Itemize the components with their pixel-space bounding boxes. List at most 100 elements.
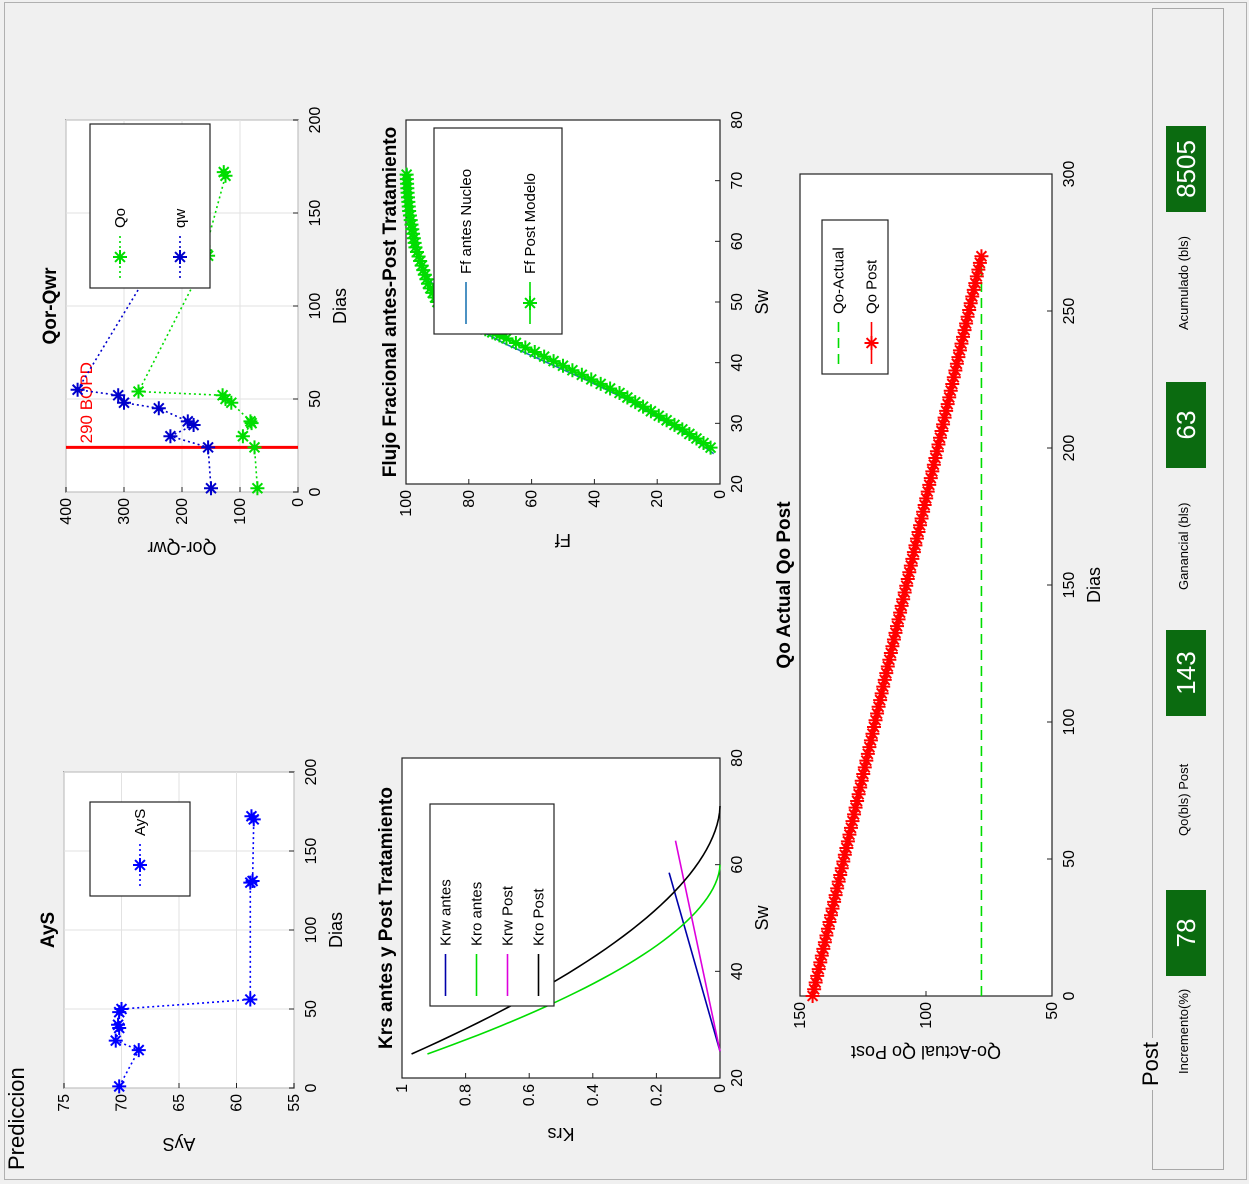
data-point-4-1-58 — [894, 598, 909, 613]
data-point-4-1-66 — [906, 545, 921, 560]
data-point-3-1-16 — [574, 367, 589, 382]
legend-label-3-1: Ff Post Modelo — [522, 173, 539, 274]
chart-title-0: AyS — [38, 912, 59, 948]
data-point-1-1-5 — [151, 401, 166, 416]
data-point-3-1-38 — [425, 285, 440, 300]
data-point-3-1-8 — [643, 404, 658, 419]
data-point-0-0-2 — [108, 1033, 123, 1048]
data-point-4-1-86 — [937, 410, 952, 425]
data-point-4-1-30 — [851, 787, 866, 802]
data-point-4-1-14 — [827, 894, 842, 909]
data-point-3-1-45 — [413, 254, 428, 269]
data-point-3-1-47 — [409, 244, 424, 259]
data-point-4-1-22 — [839, 841, 854, 856]
data-point-4-1-71 — [914, 511, 929, 526]
data-point-4-1-23 — [840, 834, 855, 849]
data-point-4-1-21 — [837, 847, 852, 862]
y-tick-label-3-0: 0 — [712, 490, 729, 499]
data-point-0-0-0 — [112, 1079, 127, 1094]
legend-label-2-3: Kro Post — [531, 888, 548, 946]
legend-label-2-0: Krw antes — [438, 879, 455, 946]
data-point-4-1-106 — [968, 276, 983, 291]
data-point-3-1-44 — [414, 258, 429, 273]
data-point-3-1-22 — [518, 340, 533, 355]
x-tick-label-4-6: 300 — [1061, 161, 1078, 188]
data-point-4-1-91 — [945, 376, 960, 391]
legend-marker-3-1 — [523, 296, 537, 310]
data-point-4-1-13 — [825, 901, 840, 916]
data-point-1-1-7 — [111, 388, 126, 403]
data-point-3-1-21 — [527, 345, 542, 360]
data-point-4-1-7 — [816, 941, 831, 956]
x-tick-label-1-1: 50 — [307, 390, 324, 408]
data-point-1-0-5 — [224, 395, 239, 410]
y-tick-label-1-3: 300 — [116, 498, 133, 525]
data-point-4-1-55 — [890, 619, 905, 634]
data-point-4-1-104 — [965, 289, 980, 304]
data-point-1-0-8 — [131, 384, 146, 399]
series-4-1 — [805, 249, 989, 1003]
x-tick-label-2-3: 80 — [729, 749, 746, 767]
y-tick-label-3-2: 40 — [586, 490, 603, 508]
data-point-4-1-51 — [883, 646, 898, 661]
data-point-3-1-1 — [696, 436, 711, 451]
data-point-4-1-27 — [847, 807, 862, 822]
x-tick-label-3-4: 60 — [729, 232, 746, 250]
data-point-0-0-9 — [245, 874, 260, 889]
x-tick-label-3-3: 50 — [729, 293, 746, 311]
x-tick-label-0-0: 0 — [303, 1083, 320, 1092]
data-point-4-1-59 — [896, 592, 911, 607]
data-point-3-1-13 — [603, 381, 618, 396]
data-point-1-0-2 — [235, 429, 250, 444]
data-point-3-1-3 — [682, 426, 697, 441]
y-axis-label-1: Qor-Qwr — [148, 538, 217, 558]
data-point-4-1-99 — [957, 323, 972, 338]
data-point-4-1-10 — [820, 921, 835, 936]
data-point-4-1-64 — [903, 558, 918, 573]
data-point-4-1-75 — [920, 484, 935, 499]
data-point-4-1-90 — [943, 383, 958, 398]
y-axis-label-0: AyS — [163, 1134, 196, 1154]
legend-label-1-0: Qo — [112, 208, 129, 228]
data-point-1-1-2 — [163, 429, 178, 444]
data-point-4-1-52 — [885, 639, 900, 654]
data-point-4-1-34 — [857, 760, 872, 775]
data-point-4-1-6 — [814, 948, 829, 963]
data-point-4-1-85 — [936, 417, 951, 432]
y-tick-label-2-4: 0.8 — [458, 1084, 475, 1106]
x-axis-label-3: Sw — [752, 289, 772, 315]
data-point-4-1-3 — [810, 968, 825, 983]
chart-title-4: Qo Actual Qo Post — [774, 501, 795, 669]
x-tick-label-0-2: 100 — [303, 917, 320, 944]
data-point-3-1-23 — [508, 335, 523, 350]
data-point-4-1-79 — [926, 457, 941, 472]
data-point-4-1-26 — [845, 814, 860, 829]
legend-box-2 — [429, 803, 555, 1007]
data-point-4-1-87 — [939, 403, 954, 418]
data-point-4-1-67 — [908, 538, 923, 553]
x-tick-label-4-2: 100 — [1061, 709, 1078, 736]
data-point-3-1-5 — [667, 417, 682, 432]
data-point-4-1-57 — [893, 605, 908, 620]
data-point-4-1-8 — [817, 935, 832, 950]
data-point-4-1-46 — [876, 679, 891, 694]
data-point-3-1-40 — [420, 276, 435, 291]
x-tick-label-3-1: 30 — [729, 414, 746, 432]
y-axis-label-3: Ff — [554, 530, 571, 550]
x-axis-label-0: Dias — [326, 912, 346, 948]
data-point-4-1-109 — [972, 255, 987, 270]
series-2-2 — [674, 840, 721, 1052]
data-point-0-0-1 — [131, 1043, 146, 1058]
data-point-4-1-81 — [929, 444, 944, 459]
y-tick-label-2-0: 0 — [712, 1084, 729, 1093]
x-tick-label-3-0: 20 — [729, 475, 746, 493]
data-point-4-1-94 — [949, 356, 964, 371]
data-point-4-1-45 — [874, 686, 889, 701]
series-line-2-0 — [668, 872, 721, 1052]
data-point-4-1-9 — [819, 928, 834, 943]
x-tick-label-0-4: 200 — [303, 759, 320, 786]
data-point-4-1-15 — [828, 888, 843, 903]
x-tick-label-1-3: 150 — [307, 200, 324, 227]
data-point-4-1-105 — [966, 282, 981, 297]
